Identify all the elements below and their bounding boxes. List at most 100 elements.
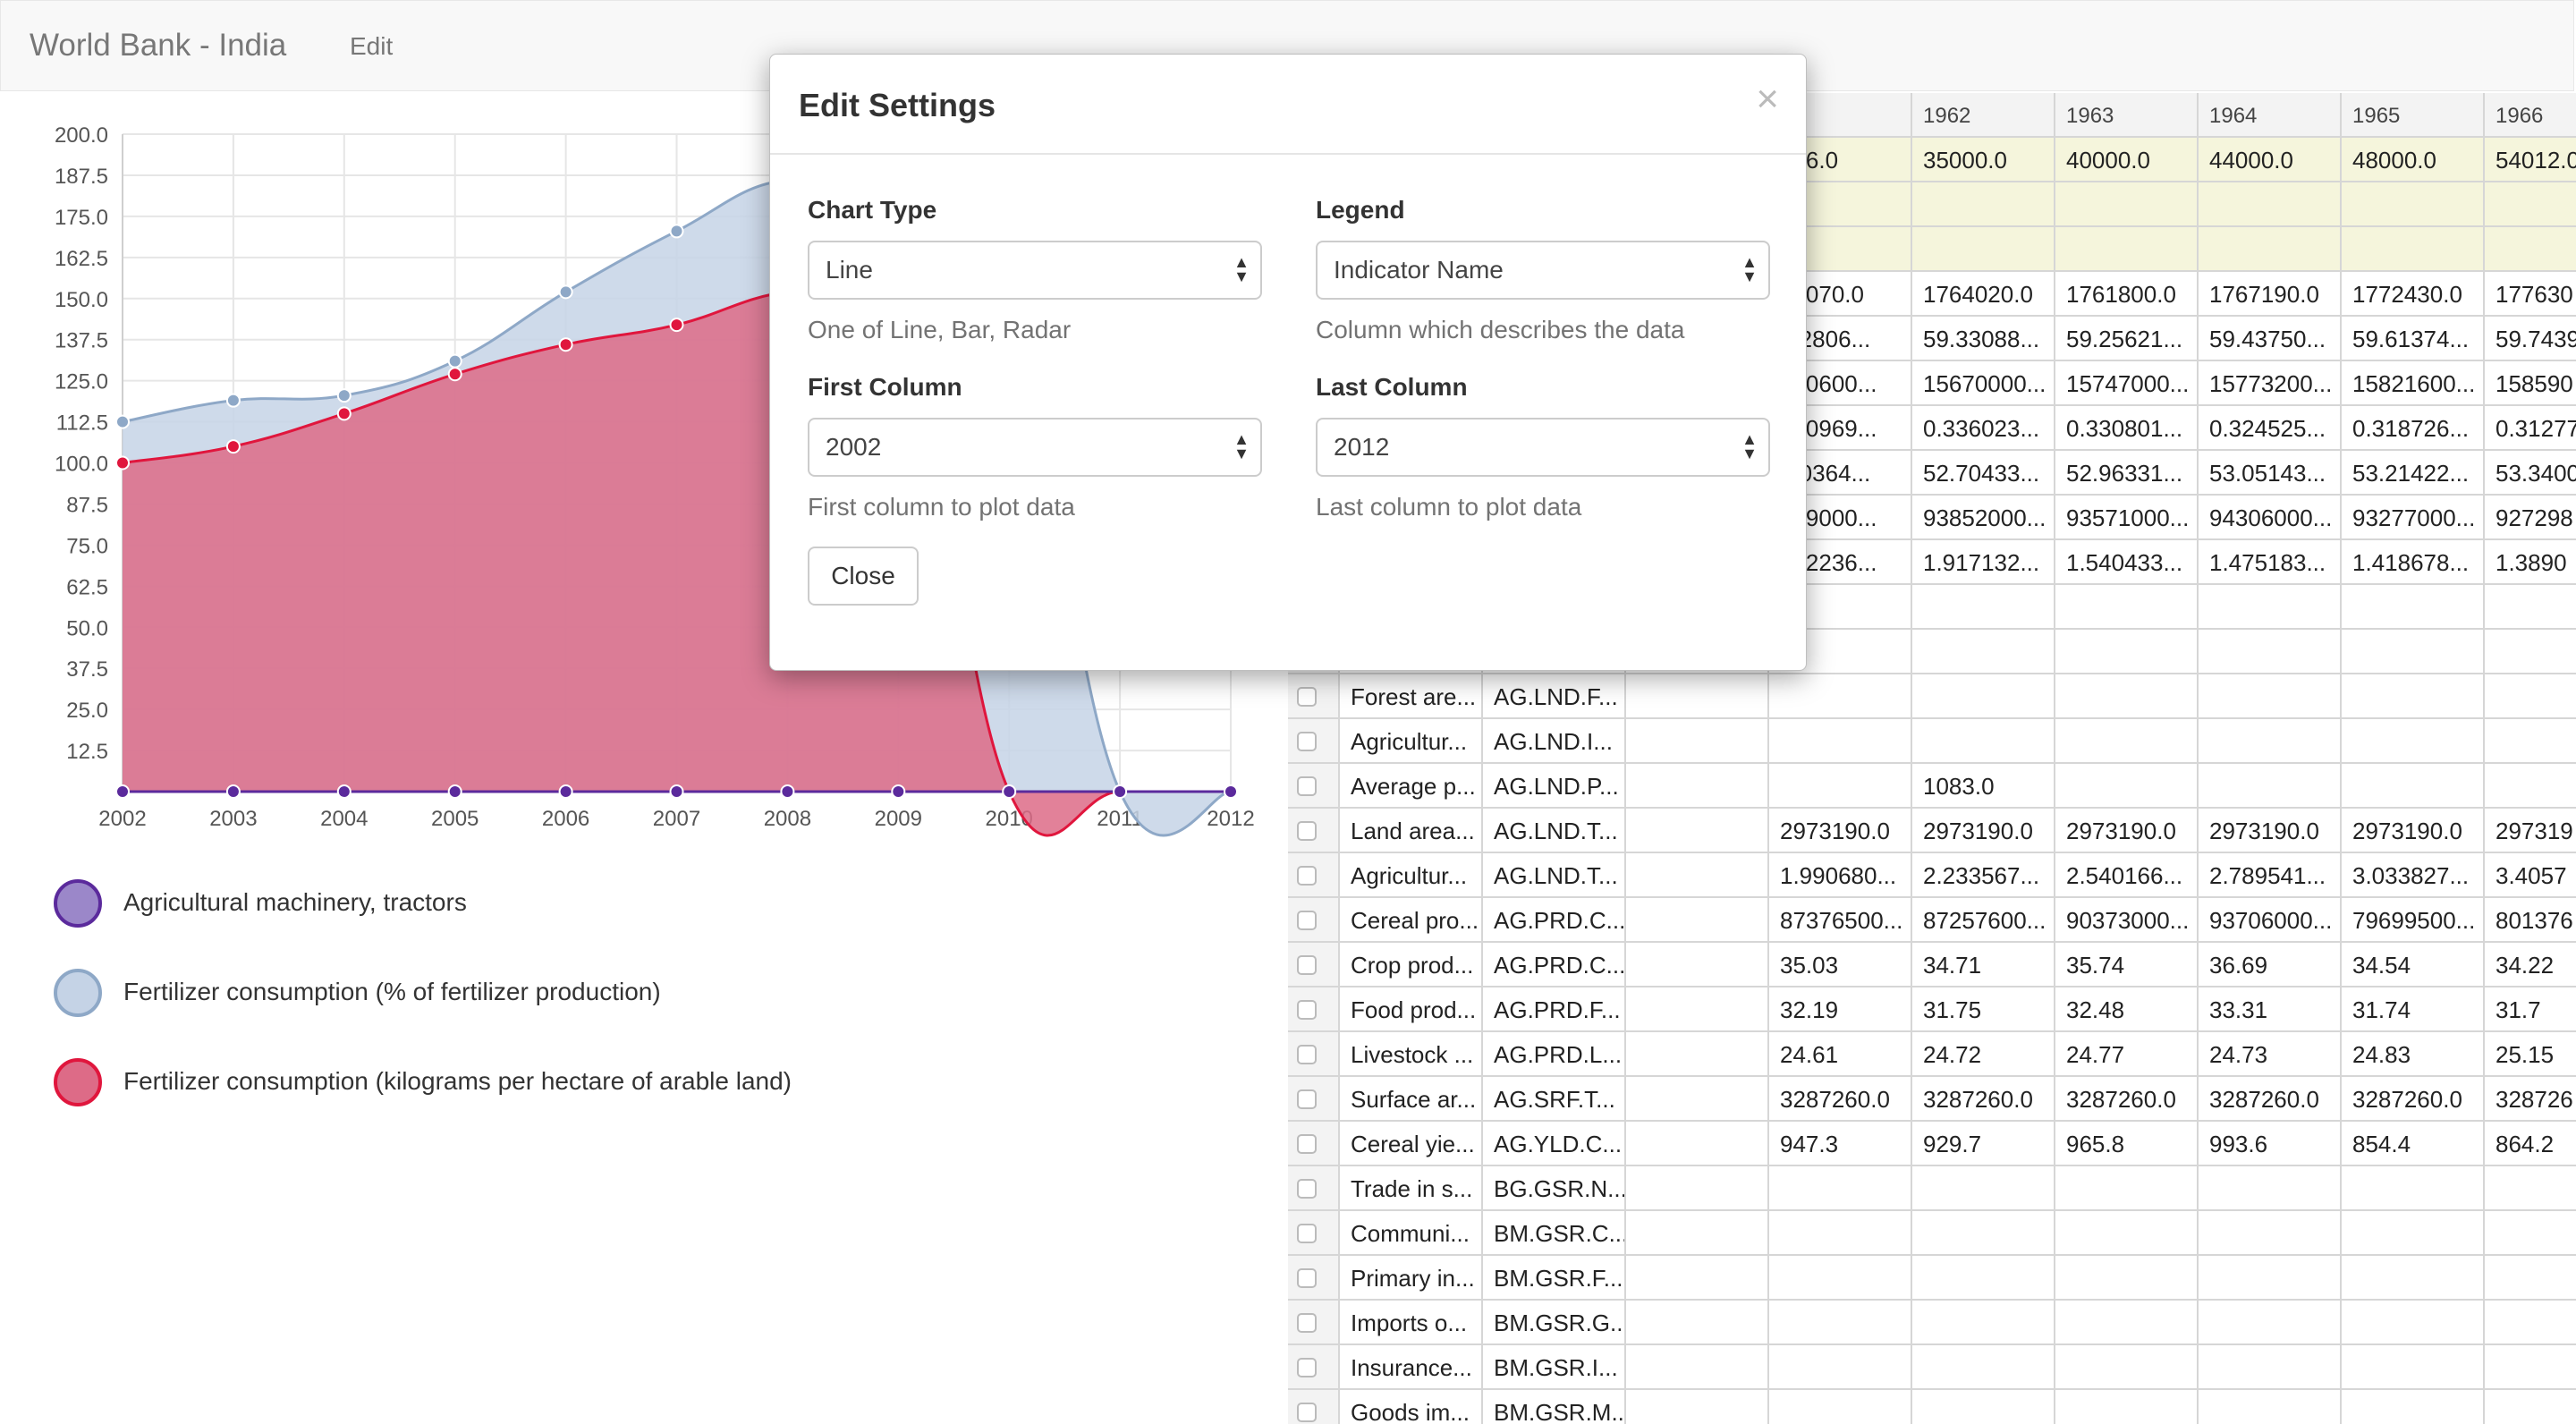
row-checkbox[interactable] — [1297, 866, 1317, 886]
row-checkbox[interactable] — [1297, 1313, 1317, 1333]
value-cell[interactable]: 2973190.0 — [1769, 809, 1912, 853]
value-cell[interactable] — [2055, 764, 2199, 809]
row-checkbox[interactable] — [1297, 1000, 1317, 1020]
grid-cell[interactable] — [1626, 1166, 1769, 1211]
value-cell[interactable] — [1769, 1256, 1912, 1301]
value-cell[interactable] — [1912, 585, 2055, 630]
table-row[interactable]: Land area... AG.LND.T... 2973190.0 2973190.… — [1288, 809, 2576, 853]
value-cell[interactable]: 3287260.0 — [2055, 1077, 2199, 1122]
table-row[interactable]: Crop prod... AG.PRD.C... 35.03 34.71 35.74 36… — [1288, 943, 2576, 987]
value-cell[interactable]: 965.8 — [2055, 1122, 2199, 1166]
value-cell[interactable]: 87257600... — [1912, 898, 2055, 943]
value-cell[interactable] — [2199, 585, 2342, 630]
value-cell[interactable]: 35.03 — [1769, 943, 1912, 987]
value-cell[interactable]: 0.324525... — [2199, 406, 2342, 451]
value-cell[interactable] — [2485, 1301, 2576, 1345]
value-cell[interactable]: 3287260.0 — [2342, 1077, 2485, 1122]
value-cell[interactable]: 1764020.0 — [1912, 272, 2055, 317]
value-cell[interactable] — [2342, 674, 2485, 719]
value-cell[interactable] — [2055, 1345, 2199, 1390]
indicator-name-cell[interactable]: Agricultur... — [1340, 853, 1483, 898]
indicator-code-cell[interactable]: BG.GSR.N... — [1483, 1166, 1626, 1211]
grid-cell[interactable] — [1626, 674, 1769, 719]
value-cell[interactable]: 59.7439 — [2485, 317, 2576, 361]
value-cell[interactable] — [2485, 182, 2576, 227]
table-row[interactable]: Communi... BM.GSR.C... — [1288, 1211, 2576, 1256]
grid-cell[interactable] — [1626, 1256, 1769, 1301]
value-cell[interactable] — [2199, 719, 2342, 764]
indicator-code-cell[interactable]: AG.LND.T... — [1483, 809, 1626, 853]
indicator-code-cell[interactable]: BM.GSR.M... — [1483, 1390, 1626, 1424]
value-cell[interactable] — [2055, 227, 2199, 272]
value-cell[interactable] — [1912, 182, 2055, 227]
value-cell[interactable] — [2199, 1301, 2342, 1345]
value-cell[interactable] — [2055, 585, 2199, 630]
value-cell[interactable]: 53.21422... — [2342, 451, 2485, 496]
value-cell[interactable]: 34.71 — [1912, 943, 2055, 987]
value-cell[interactable]: 3.4057 — [2485, 853, 2576, 898]
row-checkbox[interactable] — [1297, 1089, 1317, 1109]
indicator-name-cell[interactable]: Agricultur... — [1340, 719, 1483, 764]
value-cell[interactable] — [2485, 1211, 2576, 1256]
value-cell[interactable] — [1769, 719, 1912, 764]
value-cell[interactable]: 53.05143... — [2199, 451, 2342, 496]
indicator-code-cell[interactable]: AG.YLD.C... — [1483, 1122, 1626, 1166]
close-icon[interactable]: × — [1756, 77, 1779, 121]
value-cell[interactable]: 801376 — [2485, 898, 2576, 943]
row-checkbox[interactable] — [1297, 955, 1317, 975]
value-cell[interactable]: 44000.0 — [2199, 138, 2342, 182]
value-cell[interactable]: 24.72 — [1912, 1032, 2055, 1077]
value-cell[interactable]: 59.43750... — [2199, 317, 2342, 361]
value-cell[interactable]: 93571000... — [2055, 496, 2199, 540]
app-brand[interactable]: World Bank - India — [30, 28, 287, 63]
value-cell[interactable] — [2055, 719, 2199, 764]
legend-select[interactable]: Indicator Name ▲ ▼ — [1316, 241, 1770, 300]
value-cell[interactable] — [1912, 719, 2055, 764]
value-cell[interactable]: 31.74 — [2342, 987, 2485, 1032]
value-cell[interactable] — [1769, 1301, 1912, 1345]
column-header[interactable]: 1965 — [2342, 93, 2485, 138]
value-cell[interactable]: 32.48 — [2055, 987, 2199, 1032]
value-cell[interactable] — [2485, 585, 2576, 630]
value-cell[interactable]: 1772430.0 — [2342, 272, 2485, 317]
value-cell[interactable] — [2055, 182, 2199, 227]
value-cell[interactable] — [2199, 1166, 2342, 1211]
indicator-name-cell[interactable]: Crop prod... — [1340, 943, 1483, 987]
value-cell[interactable]: 31.75 — [1912, 987, 2055, 1032]
value-cell[interactable] — [2342, 1301, 2485, 1345]
last-column-select[interactable]: 2012 ▲ ▼ — [1316, 418, 1770, 477]
value-cell[interactable] — [1769, 1345, 1912, 1390]
value-cell[interactable]: 3.033827... — [2342, 853, 2485, 898]
value-cell[interactable]: 1761800.0 — [2055, 272, 2199, 317]
value-cell[interactable] — [2199, 182, 2342, 227]
value-cell[interactable]: 1083.0 — [1912, 764, 2055, 809]
row-checkbox[interactable] — [1297, 1403, 1317, 1422]
value-cell[interactable]: 0.336023... — [1912, 406, 2055, 451]
table-row[interactable]: Cereal pro... AG.PRD.C... 87376500... 87257… — [1288, 898, 2576, 943]
column-header[interactable]: 1964 — [2199, 93, 2342, 138]
indicator-code-cell[interactable]: AG.SRF.T... — [1483, 1077, 1626, 1122]
value-cell[interactable]: 93277000... — [2342, 496, 2485, 540]
indicator-name-cell[interactable]: Average p... — [1340, 764, 1483, 809]
table-row[interactable]: Primary in... BM.GSR.F... — [1288, 1256, 2576, 1301]
value-cell[interactable] — [2342, 1256, 2485, 1301]
grid-cell[interactable] — [1626, 1032, 1769, 1077]
value-cell[interactable]: 79699500... — [2342, 898, 2485, 943]
value-cell[interactable]: 31.7 — [2485, 987, 2576, 1032]
value-cell[interactable]: 3287260.0 — [2199, 1077, 2342, 1122]
indicator-code-cell[interactable]: AG.PRD.L... — [1483, 1032, 1626, 1077]
value-cell[interactable]: 177630 — [2485, 272, 2576, 317]
value-cell[interactable]: 53.3400 — [2485, 451, 2576, 496]
value-cell[interactable]: 0.330801... — [2055, 406, 2199, 451]
value-cell[interactable]: 32.19 — [1769, 987, 1912, 1032]
value-cell[interactable] — [2055, 630, 2199, 674]
indicator-name-cell[interactable]: Food prod... — [1340, 987, 1483, 1032]
value-cell[interactable]: 947.3 — [1769, 1122, 1912, 1166]
value-cell[interactable] — [2485, 764, 2576, 809]
value-cell[interactable]: 1.3890 — [2485, 540, 2576, 585]
row-checkbox[interactable] — [1297, 776, 1317, 796]
value-cell[interactable]: 15670000... — [1912, 361, 2055, 406]
value-cell[interactable] — [2485, 1166, 2576, 1211]
indicator-code-cell[interactable]: AG.PRD.C... — [1483, 898, 1626, 943]
value-cell[interactable]: 93706000... — [2199, 898, 2342, 943]
